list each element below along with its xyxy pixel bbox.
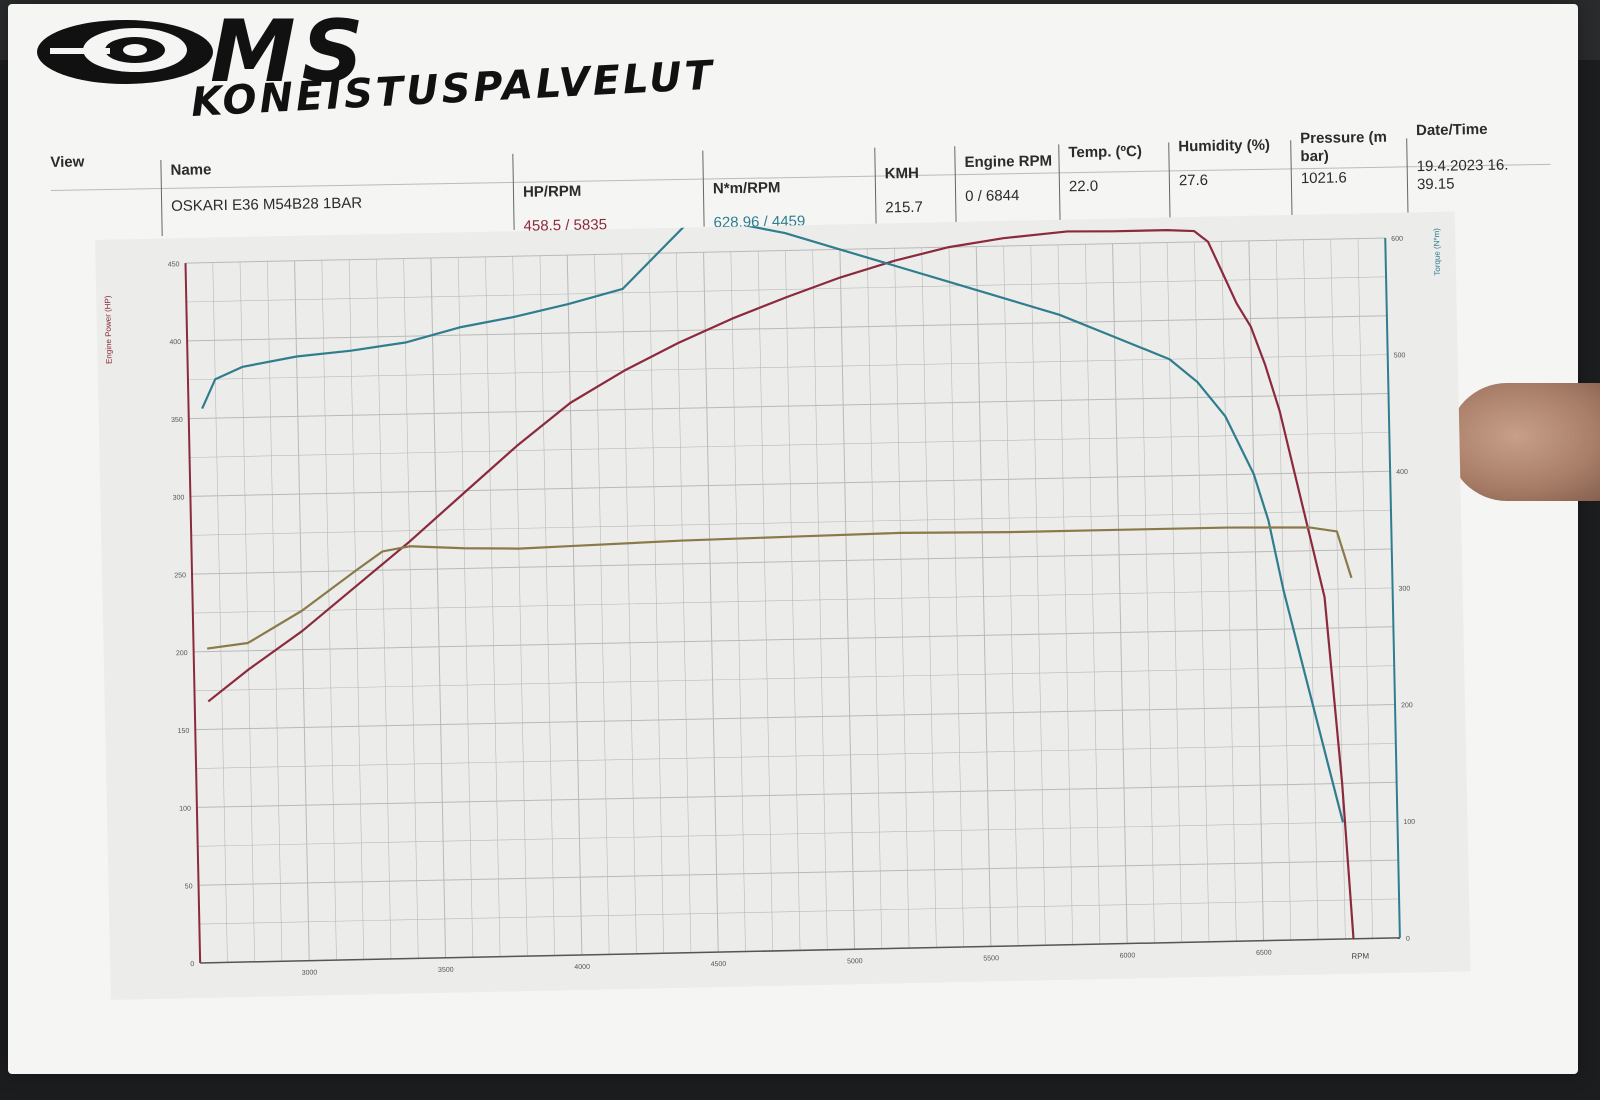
x-tick-label: 5000 [847, 958, 863, 965]
grid-line-horizontal [197, 820, 1398, 847]
y-tick-label-right: 500 [1394, 352, 1406, 359]
y-tick-label-right: 200 [1401, 702, 1413, 709]
x-tick-label: 4500 [711, 961, 727, 968]
column-separator [1168, 142, 1171, 219]
pressure-value: 1021.6 [1300, 169, 1347, 188]
y-tick-label-left: 250 [174, 572, 186, 579]
x-tick-label: 6500 [1256, 950, 1272, 957]
grid-line-horizontal [199, 898, 1400, 925]
engine-rpm-value: 0 / 6844 [964, 187, 1020, 206]
wheel-logo-icon [37, 20, 213, 84]
dyno-chart: 3000 3500 4000 4500 5000 5500 6000 6500 0 50 100 15… [95, 211, 1471, 1000]
y-tick-label-left: 50 [185, 883, 193, 890]
column-separator [160, 160, 163, 237]
x-axis-label: RPM [1351, 951, 1369, 960]
y-tick-label-right: 0 [1406, 936, 1410, 943]
grid-line-horizontal [191, 509, 1391, 536]
grid-line-horizontal [190, 470, 1391, 497]
name-value: OSKARI E36 M54B28 1BAR [171, 194, 363, 215]
series-line-power [207, 229, 1355, 939]
series-line-torque [201, 217, 1345, 823]
grid-line-horizontal [193, 626, 1394, 653]
company-logo: MS KONEISTUSPALVELUT [30, 2, 870, 135]
chart-grid [185, 237, 1401, 964]
grid-line-horizontal [198, 859, 1399, 886]
chart-axes [184, 237, 1401, 964]
temp-header: Temp. (ºC) [1068, 142, 1143, 162]
grid-line-horizontal [195, 704, 1396, 731]
y-tick-label-right: 300 [1399, 586, 1411, 593]
x-tick-label: 4000 [574, 964, 590, 971]
grid-line-horizontal [194, 665, 1395, 692]
y-axis-right [1384, 237, 1401, 938]
temp-value: 22.0 [1068, 177, 1099, 196]
grid-line-horizontal [192, 548, 1392, 575]
grid-line-horizontal [196, 743, 1396, 769]
view-label: View [50, 153, 85, 171]
y-tick-label-left: 350 [171, 417, 183, 424]
y-axis-left [184, 263, 202, 963]
humidity-header: Humidity (%) [1178, 136, 1271, 156]
y-tick-label-right: 600 [1391, 236, 1403, 243]
date-time-header: Date/Time [1415, 120, 1488, 140]
column-separator [954, 146, 957, 223]
grid-line-horizontal [187, 315, 1387, 342]
column-separator [1290, 140, 1293, 217]
y-tick-label-left: 450 [168, 261, 180, 268]
column-separator [1058, 144, 1061, 221]
y-tick-label-left: 150 [178, 728, 190, 735]
pressure-header: Pressure (m bar) [1300, 128, 1388, 166]
column-separator [702, 150, 705, 227]
kmh-value: 215.7 [885, 198, 924, 217]
column-separator [512, 153, 515, 230]
y-tick-label-left: 100 [179, 806, 191, 813]
kmh-header: KMH [884, 164, 920, 183]
x-tick-label: 5500 [983, 955, 999, 962]
engine-rpm-header: Engine RPM [964, 152, 1053, 172]
chart-ticks: 3000 3500 4000 4500 5000 5500 6000 650005010015… [168, 236, 1416, 977]
grid-line-horizontal [186, 276, 1387, 303]
y-axis-label-left: Engine Power (HP) [103, 295, 113, 364]
grid-line-horizontal [189, 432, 1390, 458]
grid-line-horizontal [192, 587, 1393, 614]
y-tick-label-left: 200 [176, 650, 188, 657]
logo-brand: MS [210, 2, 370, 102]
chart-lines [201, 217, 1355, 939]
x-tick-label: 3500 [438, 967, 454, 974]
y-tick-label-left: 300 [173, 495, 185, 502]
grid-line-horizontal [188, 393, 1389, 420]
column-separator [874, 147, 877, 224]
grid-line-horizontal [196, 781, 1397, 808]
thumb [1448, 383, 1600, 501]
series-line-third [207, 526, 1353, 650]
date-time-value: 19.4.2023 16. 39.15 [1416, 156, 1509, 194]
nm-rpm-header: N*m/RPM [712, 179, 781, 198]
grid-line-horizontal [187, 354, 1388, 381]
name-header: Name [170, 161, 212, 179]
column-separator [1406, 138, 1409, 215]
humidity-value: 27.6 [1178, 171, 1209, 190]
hp-rpm-header: HP/RPM [522, 182, 582, 201]
x-axis [200, 937, 1400, 964]
grid-line-horizontal [185, 237, 1386, 264]
y-tick-label-left: 0 [190, 961, 194, 968]
y-tick-label-left: 400 [169, 339, 181, 346]
y-tick-label-right: 100 [1403, 819, 1415, 826]
x-tick-label: 3000 [302, 970, 318, 977]
x-tick-label: 6000 [1120, 952, 1136, 959]
y-axis-label-right: Torque (N*m) [1432, 228, 1442, 276]
dyno-chart-svg: 3000 3500 4000 4500 5000 5500 6000 650005010015… [103, 217, 1442, 977]
y-tick-label-right: 400 [1396, 469, 1408, 476]
